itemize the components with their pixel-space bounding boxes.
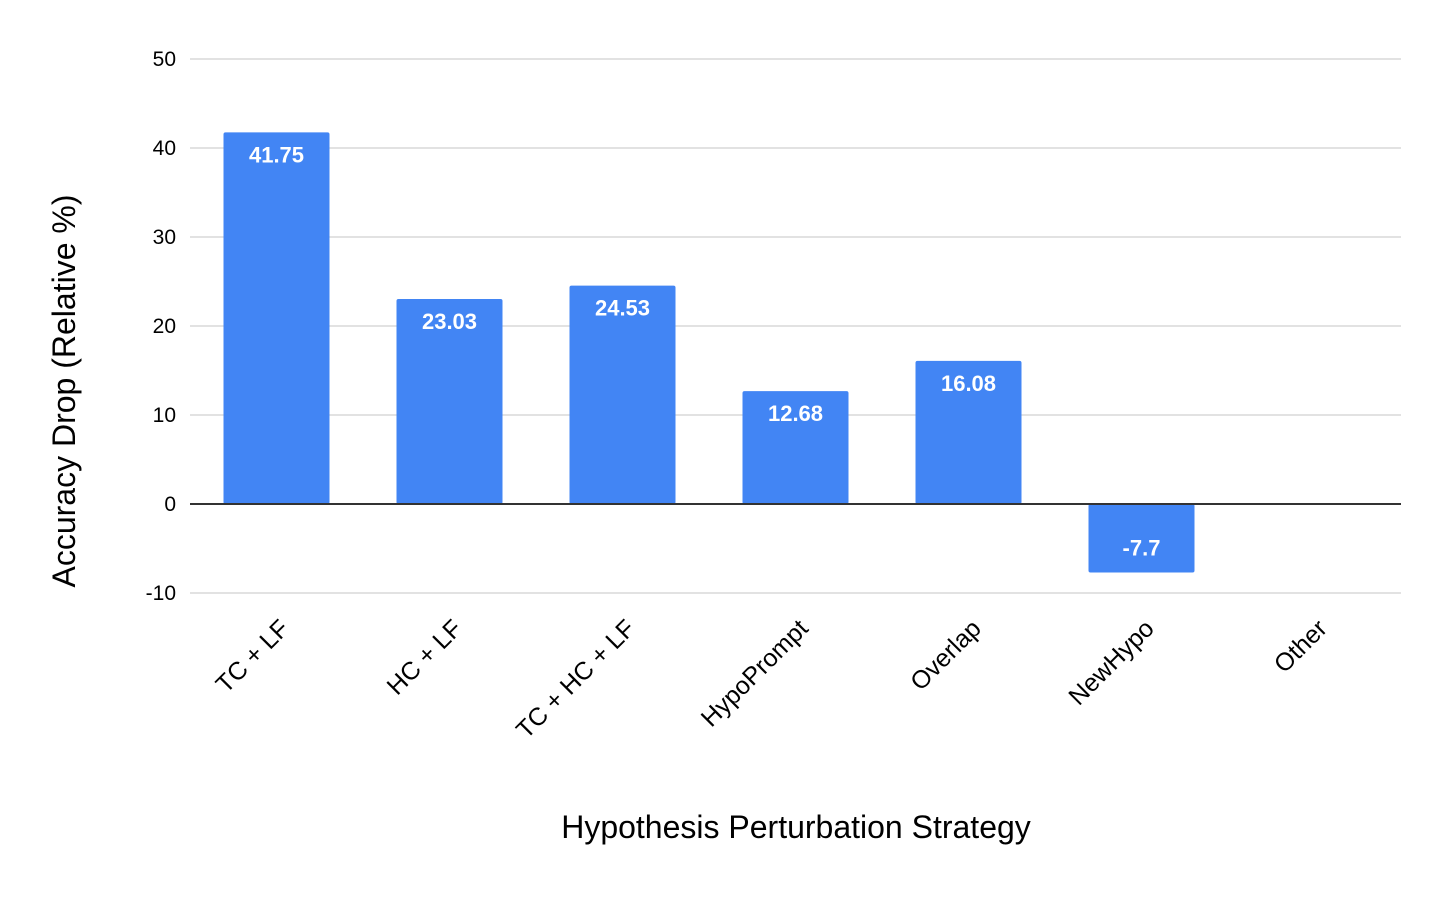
y-tick-label: 50 (153, 48, 176, 71)
data-labels: 41.75 23.03 24.53 12.68 16.08 -7.7 (249, 142, 1160, 560)
data-label: 16.08 (941, 371, 996, 396)
data-label: 12.68 (768, 401, 823, 426)
bar (1088, 504, 1195, 573)
y-tick-label: 30 (153, 226, 176, 249)
bar (915, 360, 1022, 504)
data-label: -7.7 (1123, 536, 1161, 561)
y-tick-label: 20 (153, 315, 176, 338)
x-tick-label: HypoPrompt (696, 614, 814, 732)
bar (569, 285, 676, 504)
bar (223, 132, 330, 505)
x-tick-label: TC + LF (211, 614, 295, 698)
x-tick-label: Overlap (905, 614, 987, 696)
x-tick-label: HC + LF (382, 614, 468, 700)
x-tick-label: TC + HC + LF (511, 614, 641, 744)
y-axis-title: Accuracy Drop (Relative %) (46, 195, 82, 588)
bars (223, 132, 1195, 573)
y-tick-label: 10 (153, 404, 176, 427)
data-label: 41.75 (249, 142, 304, 167)
y-tick-label: 0 (164, 493, 176, 516)
y-axis-tick-labels: -10 0 10 20 30 40 50 (146, 48, 176, 605)
y-tick-label: -10 (146, 582, 176, 605)
x-tick-label: Other (1269, 614, 1333, 678)
y-tick-label: 40 (153, 137, 176, 160)
bar (396, 299, 503, 504)
gridlines (190, 58, 1401, 594)
x-axis-title: Hypothesis Perturbation Strategy (561, 809, 1031, 845)
x-tick-label: NewHypo (1063, 614, 1159, 710)
data-label: 24.53 (595, 296, 650, 321)
x-axis-category-labels: TC + LF HC + LF TC + HC + LF HypoPrompt Over… (211, 614, 1333, 744)
data-label: 23.03 (422, 309, 477, 334)
bar (742, 391, 849, 504)
